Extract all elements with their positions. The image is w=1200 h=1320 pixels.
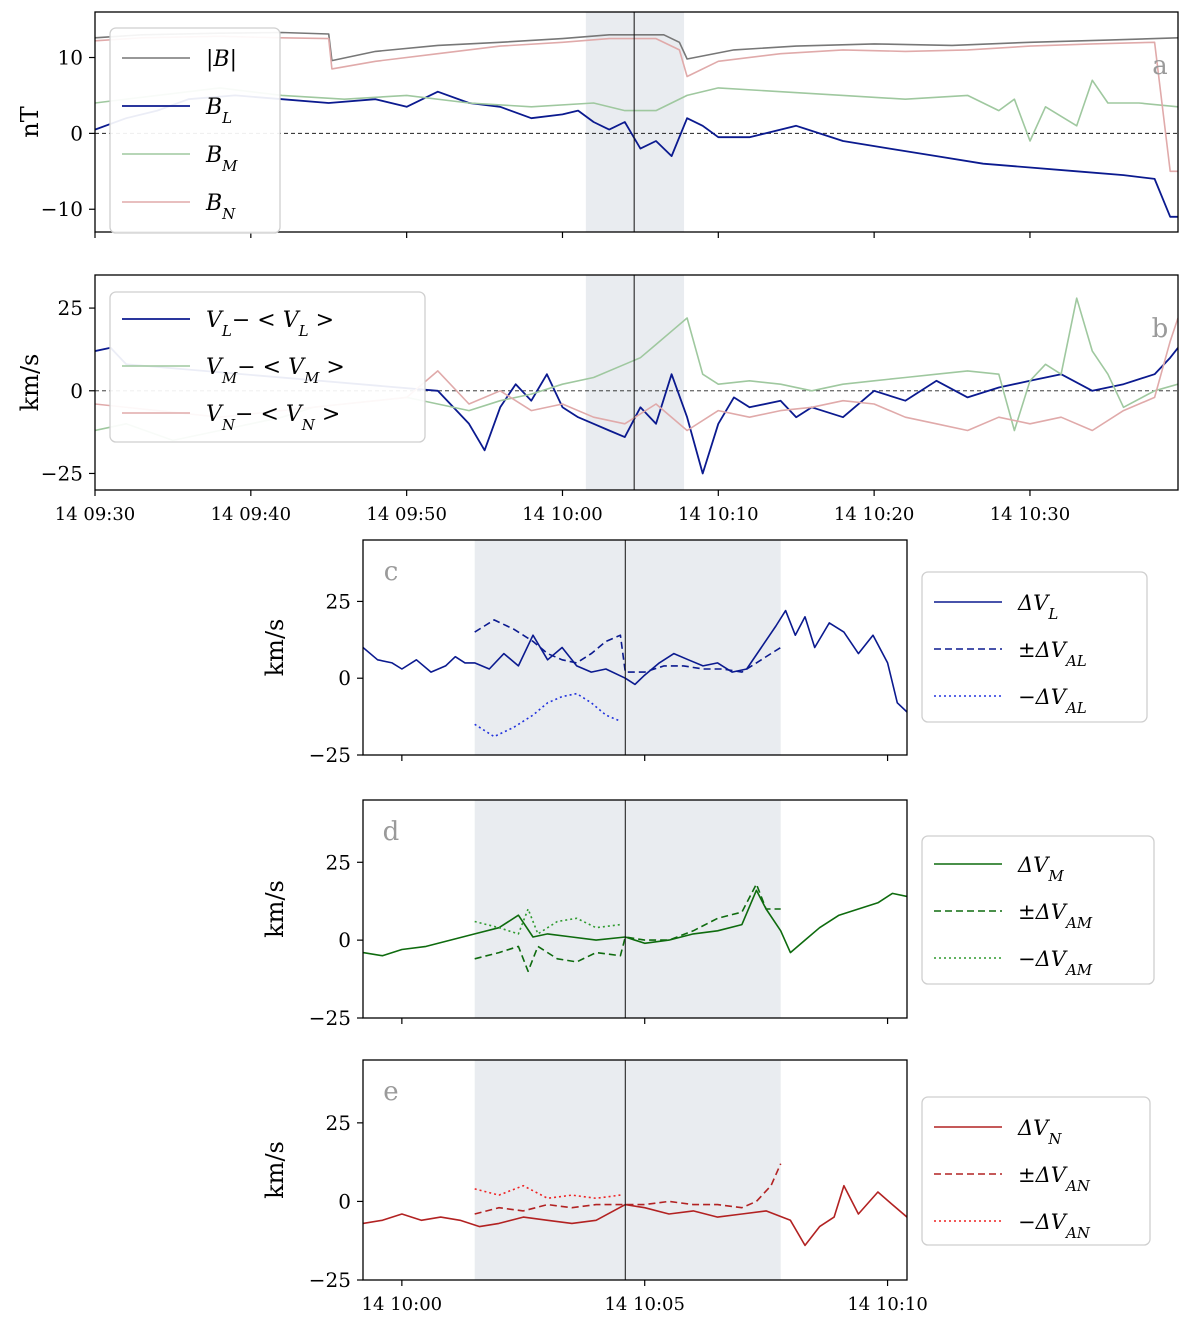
series-line-1 [95, 346, 1178, 475]
legend-box [921, 835, 1155, 985]
legend-box [921, 571, 1148, 723]
panel-b: 25 0 −25 14 09:30 14 09:40 14 09:50 14 10:00 14… [16, 274, 1179, 525]
legend-label: −ΔVAN [1018, 1210, 1091, 1242]
y-tick-label: −25 [41, 461, 83, 485]
y-tick-label: −25 [309, 1006, 351, 1030]
y-tick-label: 10 [58, 46, 83, 70]
series-line-2 [474, 1163, 782, 1215]
y-axis-label: km/s [261, 880, 289, 938]
y-tick-label: 25 [58, 296, 83, 320]
x-tick-label: 14 10:30 [990, 504, 1071, 525]
y-axis-label: km/s [261, 1141, 289, 1199]
series-line-4 [95, 35, 1178, 173]
shaded-interval [585, 275, 685, 490]
x-tick-label: 14 10:00 [522, 504, 603, 525]
x-tick-label: 14 09:50 [366, 504, 447, 525]
legend-box [109, 27, 281, 234]
plot-frame [362, 1059, 908, 1281]
plot-frame [362, 799, 908, 1019]
shaded-interval [474, 540, 781, 755]
shaded-interval [474, 1060, 781, 1280]
y-axis-label: km/s [16, 354, 44, 412]
series-line-3 [474, 1184, 621, 1200]
x-tick-label: 14 10:10 [847, 1294, 928, 1315]
legend-box [109, 291, 426, 443]
y-tick-label: 25 [326, 850, 351, 874]
y-axis-label: km/s [261, 619, 289, 677]
y-tick-label: 0 [338, 1189, 351, 1213]
panel-a: 10 0 −10 nT a |B| BL BM BN [16, 11, 1179, 238]
plot-frame [94, 274, 1179, 491]
x-tick-label: 14 09:30 [55, 504, 136, 525]
x-tick-label: 14 10:10 [678, 504, 759, 525]
series-line-2 [474, 619, 782, 673]
y-tick-label: 0 [338, 666, 351, 690]
plot-frame [94, 11, 1179, 233]
series-line-1 [95, 31, 1178, 62]
legend-label: ΔVM [1017, 853, 1064, 885]
panel-letter: e [383, 1077, 398, 1107]
series-line-1 [363, 889, 907, 957]
legend-label: BM [205, 143, 238, 175]
plot-frame [362, 539, 908, 756]
legend-label: ±ΔVAM [1018, 900, 1093, 932]
series-line-1 [363, 609, 907, 713]
x-tick-label: 14 09:40 [211, 504, 292, 525]
panel-letter: a [1152, 51, 1168, 81]
legend-label: VM− < VM > [206, 355, 345, 387]
y-tick-label: 25 [326, 1111, 351, 1135]
y-tick-label: −25 [309, 1268, 351, 1292]
series-line-3 [95, 79, 1178, 142]
series-group [363, 1163, 907, 1247]
legend-label: ΔVN [1017, 1116, 1062, 1148]
legend-box [921, 1096, 1151, 1246]
shaded-interval [474, 800, 781, 1018]
shaded-interval [585, 12, 685, 232]
legend-label: |B| [206, 47, 237, 72]
x-tick-label: 14 10:05 [604, 1294, 685, 1315]
y-tick-label: −25 [309, 743, 351, 767]
panel-d: 25 0 −25 km/s d ΔVM ±ΔVAM −ΔVAM [261, 799, 1155, 1030]
y-tick-label: 0 [70, 121, 83, 145]
x-tick-label: 14 10:00 [362, 1294, 443, 1315]
series-line-3 [474, 908, 621, 935]
series-line-1 [363, 1184, 907, 1247]
y-tick-label: 0 [338, 928, 351, 952]
series-line-2 [474, 883, 781, 973]
series-group [95, 31, 1178, 218]
legend-label: ΔVL [1017, 591, 1058, 623]
legend-label: ±ΔVAL [1018, 638, 1087, 670]
legend-label: BL [205, 95, 232, 127]
legend-label: VN− < VN > [206, 402, 340, 434]
x-tick-label: 14 10:20 [834, 504, 915, 525]
y-tick-label: 25 [326, 589, 351, 613]
series-group [363, 609, 907, 738]
series-group [363, 883, 907, 973]
legend-label: VL− < VL > [206, 308, 334, 340]
panel-letter: c [384, 557, 399, 587]
panel-letter: b [1152, 314, 1169, 344]
series-line-2 [95, 90, 1178, 218]
legend-label: BN [205, 191, 236, 223]
panel-e: 25 0 −25 14 10:00 14 10:05 14 10:10 km/s e ΔVN ±Δ… [261, 1059, 1151, 1315]
y-tick-label: −10 [41, 197, 83, 221]
y-tick-label: 0 [70, 379, 83, 403]
legend-label: −ΔVAM [1018, 947, 1093, 979]
panel-letter: d [383, 817, 400, 847]
panel-c: 25 0 −25 km/s c ΔVL ±ΔVAL −ΔVAL [261, 539, 1148, 767]
legend-label: −ΔVAL [1018, 685, 1087, 717]
legend-label: ±ΔVAN [1018, 1163, 1091, 1195]
y-axis-label: nT [16, 106, 44, 137]
